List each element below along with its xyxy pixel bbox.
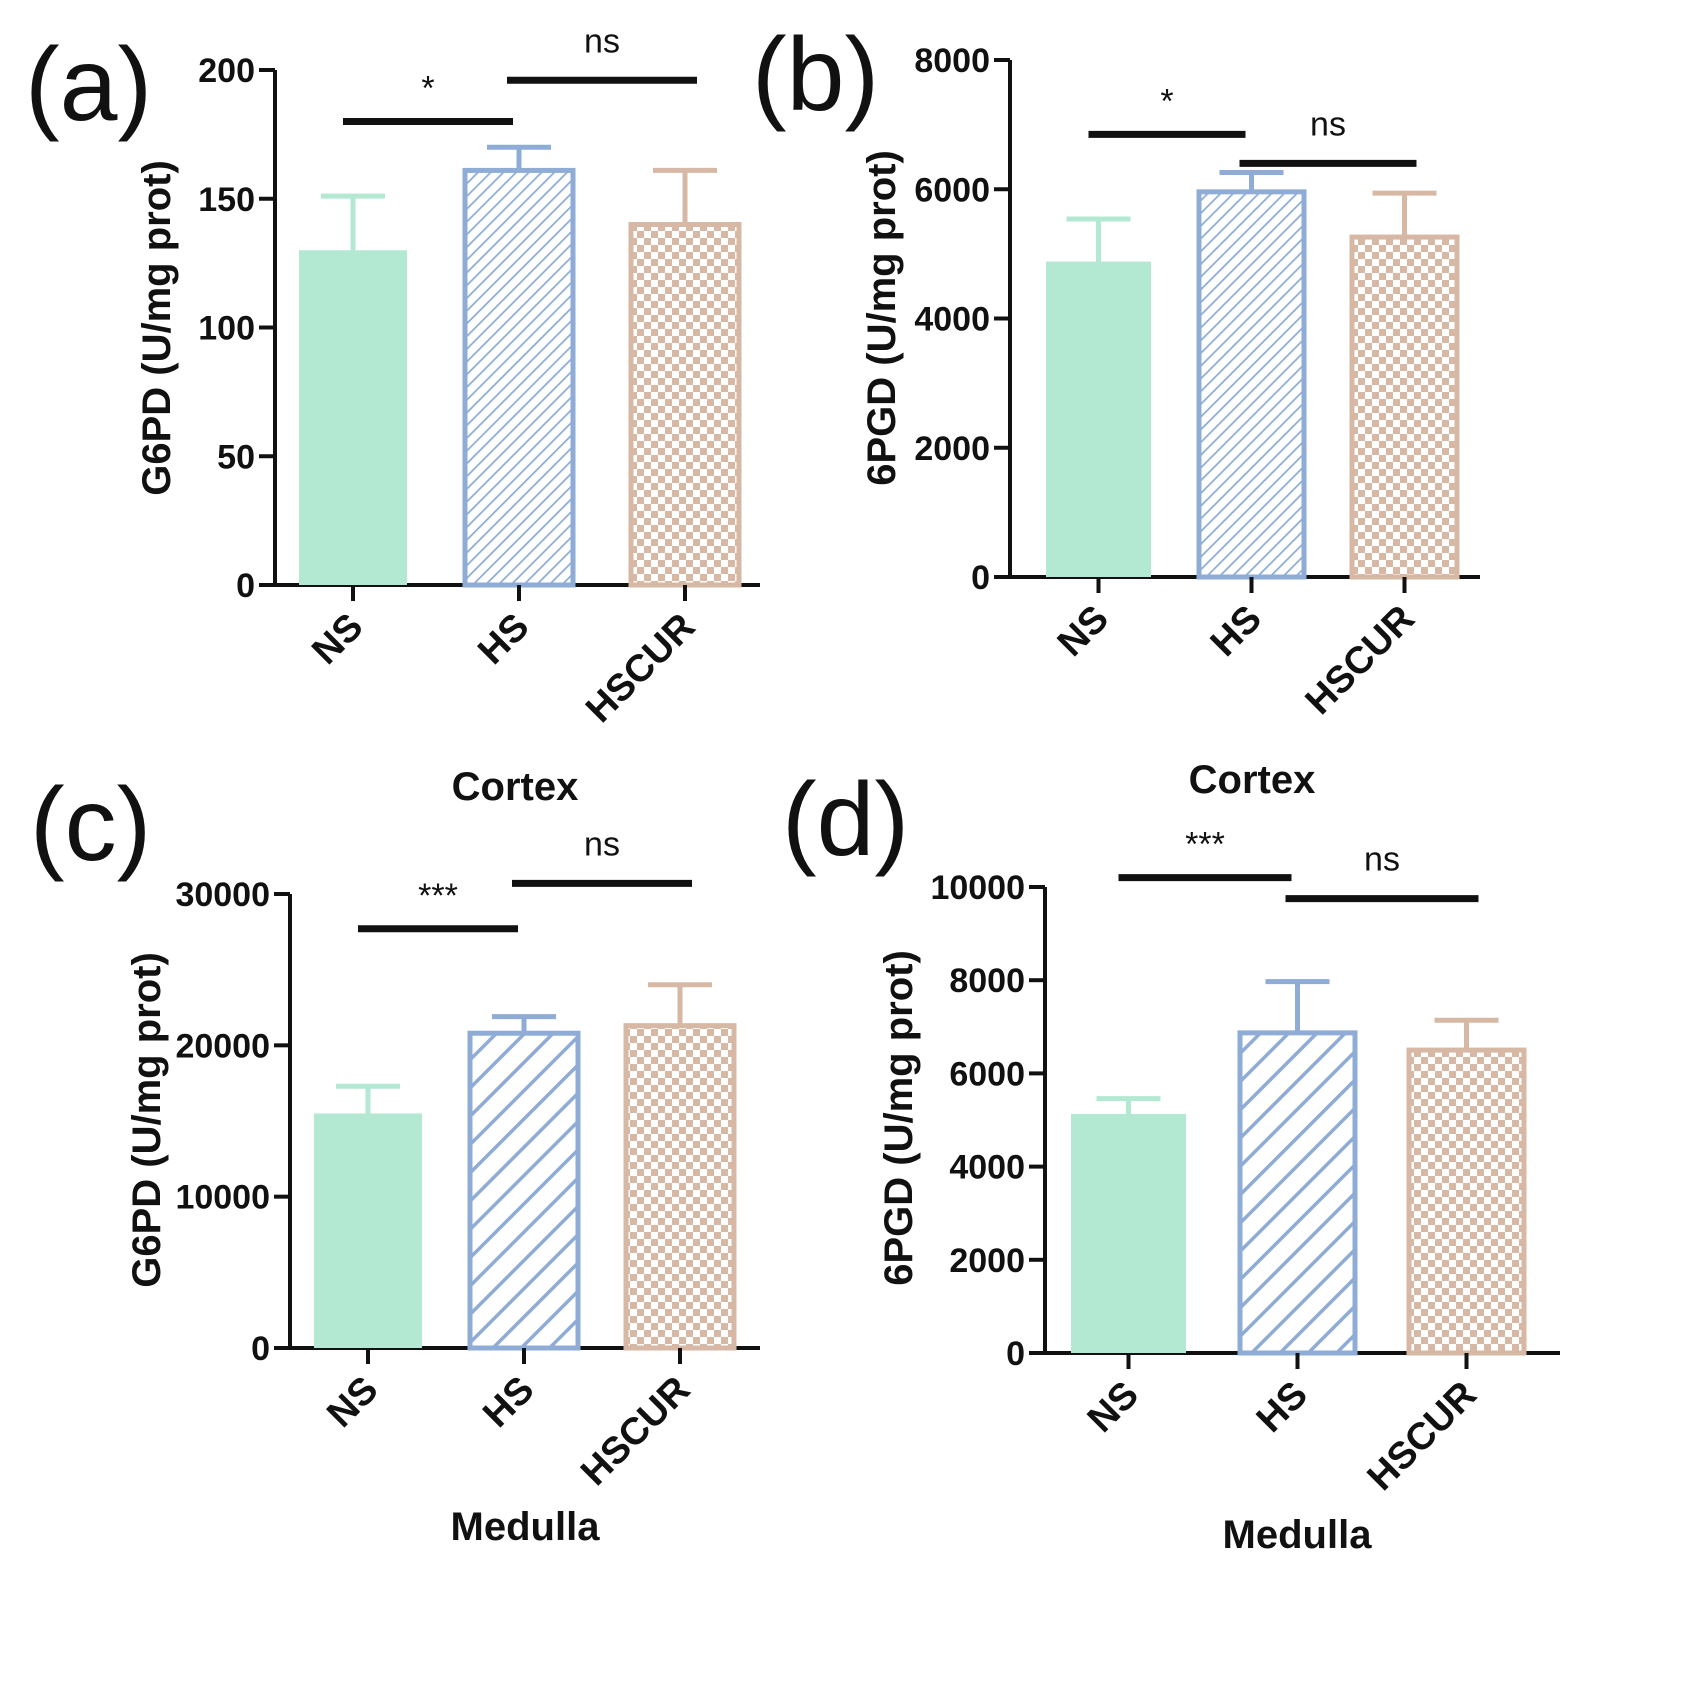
significance-label: *** (418, 877, 458, 915)
y-tick-label: 10000 (175, 1179, 270, 1217)
y-tick-label: 100 (198, 310, 255, 348)
significance-label: ns (1364, 841, 1400, 879)
panel-label: (d) (782, 762, 909, 878)
category-label-hscur: HSCUR (1360, 1374, 1485, 1499)
bar-hscur (1406, 1047, 1527, 1356)
x-axis-title: Cortex (1189, 758, 1316, 802)
bar-hs (467, 1030, 581, 1351)
y-axis-title: 6PGD (U/mg prot) (860, 150, 904, 486)
y-axis-title: 6PGD (U/mg prot) (877, 950, 921, 1286)
y-tick-label: 6000 (949, 1055, 1025, 1093)
category-label-hs: HS (475, 1369, 542, 1436)
bar-hscur (1349, 234, 1460, 580)
panel-d: (d) 0 2000 4000 6000 8000 10000 6PGD (U/mg prot… (782, 762, 1560, 1557)
x-axis-title: Cortex (452, 765, 579, 809)
y-tick-label: 0 (971, 559, 990, 597)
bar-hs (462, 167, 576, 588)
y-tick-label: 2000 (914, 430, 990, 468)
category-label-hscur: HSCUR (573, 1369, 698, 1494)
y-tick-label: 4000 (949, 1149, 1025, 1187)
category-label-ns: NS (304, 606, 371, 673)
y-tick-label: 0 (1006, 1335, 1025, 1373)
y-tick-label: 20000 (175, 1027, 270, 1065)
y-tick-label: 8000 (949, 962, 1025, 1000)
category-label-hs: HS (470, 606, 537, 673)
x-axis-title: Medulla (1223, 1513, 1373, 1557)
y-tick-label: 0 (236, 567, 255, 605)
y-tick-label: 30000 (175, 876, 270, 914)
y-tick-label: 200 (198, 52, 255, 90)
significance-label: *** (1185, 826, 1225, 864)
bar-ns (1071, 1113, 1186, 1353)
y-tick-label: 4000 (914, 301, 990, 339)
panel-label: (c) (30, 767, 151, 883)
bar-ns (299, 250, 407, 585)
panel-label: (a) (25, 27, 152, 143)
bar-ns (1046, 261, 1151, 577)
panel-b: (b) 0 2000 4000 6000 8000 6PGD (U/mg prot) NS HS… (752, 17, 1480, 802)
significance-label: * (1160, 82, 1173, 120)
y-axis-title: G6PD (U/mg prot) (125, 952, 169, 1288)
category-label-hscur: HSCUR (578, 606, 703, 731)
chart-panels: (a) 0 50 100 150 200 G6PD (U/mg prot) NS HS HSCUR… (25, 17, 1560, 1557)
y-tick-label: 50 (217, 438, 255, 476)
category-label-ns: NS (1080, 1374, 1147, 1441)
bar-hs (1196, 189, 1307, 580)
panel-a: (a) 0 50 100 150 200 G6PD (U/mg prot) NS HS HSCUR… (25, 22, 760, 731)
bar-hscur (623, 1023, 737, 1351)
y-tick-label: 0 (251, 1330, 270, 1368)
y-tick-label: 10000 (930, 869, 1025, 907)
category-label-hs: HS (1203, 598, 1270, 665)
y-axis-title: G6PD (U/mg prot) (135, 160, 179, 496)
category-label-ns: NS (1050, 598, 1117, 665)
significance-label: ns (584, 825, 620, 863)
bar-hs (1237, 1030, 1358, 1356)
y-tick-label: 6000 (914, 171, 990, 209)
bar-hscur (628, 222, 742, 588)
significance-label: ns (584, 22, 620, 60)
category-label-hs: HS (1249, 1374, 1316, 1441)
significance-label: * (421, 70, 434, 108)
x-axis-title-medulla-c: Medulla (451, 1505, 601, 1549)
bar-ns (314, 1113, 422, 1348)
y-tick-label: 8000 (914, 42, 990, 80)
y-tick-label: 150 (198, 181, 255, 219)
y-tick-label: 2000 (949, 1242, 1025, 1280)
significance-label: ns (1310, 105, 1346, 143)
panel-label: (b) (752, 17, 879, 133)
category-label-ns: NS (319, 1369, 386, 1436)
category-label-hscur: HSCUR (1298, 598, 1423, 723)
